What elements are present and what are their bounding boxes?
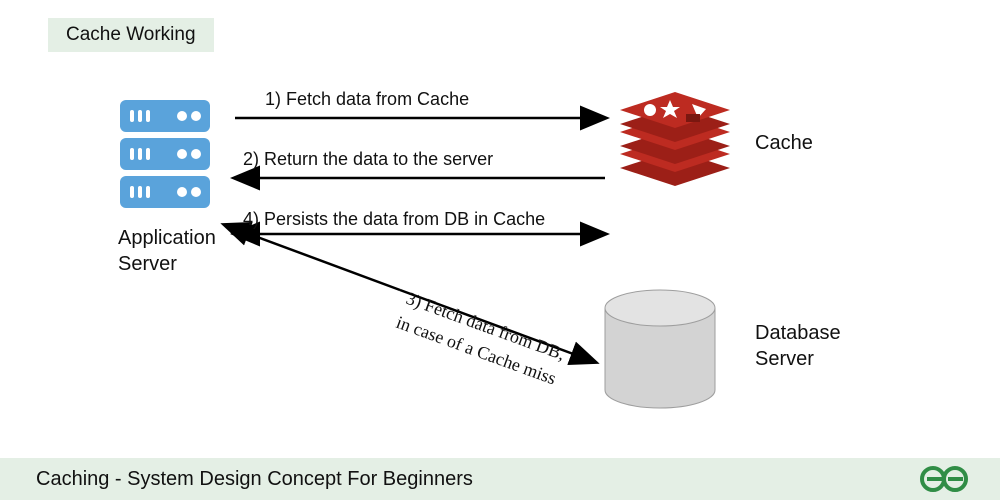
arrow-4-label: 4) Persists the data from DB in Cache: [243, 208, 545, 231]
footer-text: Caching - System Design Concept For Begi…: [36, 468, 473, 491]
brand-logo-icon: [920, 463, 968, 495]
app-server-label: Application Server: [118, 225, 216, 277]
cache-label: Cache: [755, 130, 813, 156]
arrow-2-label: 2) Return the data to the server: [243, 148, 493, 171]
arrow-1-label: 1) Fetch data from Cache: [265, 88, 469, 111]
database-icon: [605, 290, 715, 408]
app-server-icon: [120, 100, 210, 208]
footer-bar: Caching - System Design Concept For Begi…: [0, 458, 1000, 500]
database-label: Database Server: [755, 320, 841, 372]
cache-icon: [620, 92, 730, 186]
